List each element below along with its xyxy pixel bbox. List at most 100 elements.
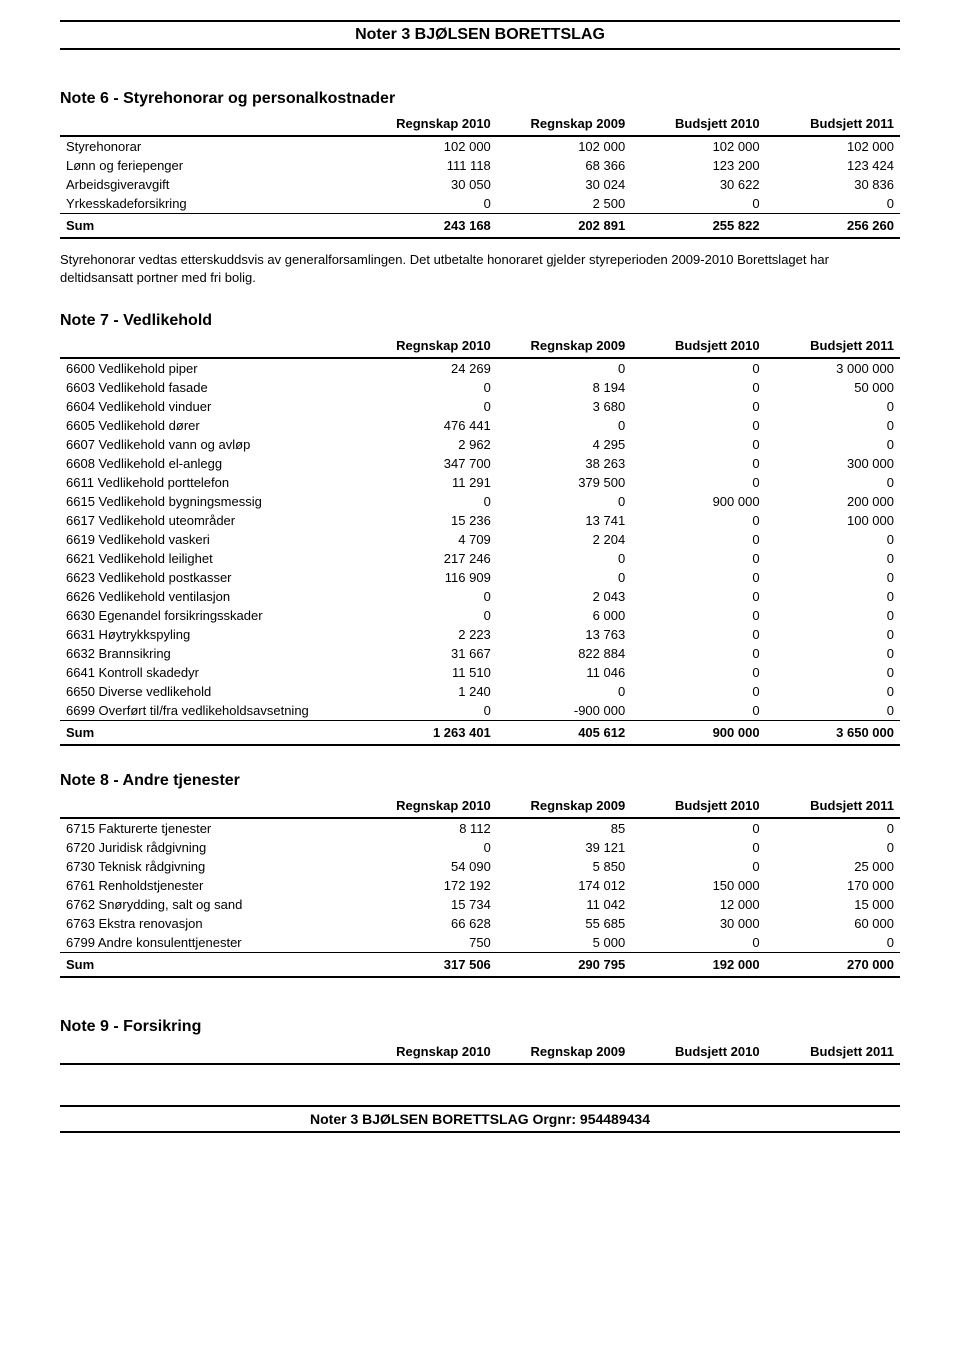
cell-value: 0	[631, 549, 765, 568]
table-row: 6650 Diverse vedlikehold1 240000	[60, 682, 900, 701]
cell-value: 0	[766, 194, 900, 214]
row-label: 6761 Renholdstjenester	[60, 876, 362, 895]
row-label: Arbeidsgiveravgift	[60, 175, 362, 194]
cell-value: 11 042	[497, 895, 631, 914]
cell-value: 0	[631, 644, 765, 663]
cell-value: 0	[631, 587, 765, 606]
cell-value: 900 000	[631, 492, 765, 511]
row-label: 6605 Vedlikehold dører	[60, 416, 362, 435]
col-header: Regnskap 2009	[497, 334, 631, 358]
cell-value: 0	[631, 818, 765, 838]
row-label: 6631 Høytrykkspyling	[60, 625, 362, 644]
cell-value: 111 118	[362, 156, 496, 175]
cell-value: 0	[766, 625, 900, 644]
cell-value: 15 734	[362, 895, 496, 914]
cell-value: 217 246	[362, 549, 496, 568]
col-header: Budsjett 2011	[766, 334, 900, 358]
cell-value: 4 709	[362, 530, 496, 549]
cell-value: 8 194	[497, 378, 631, 397]
cell-value: 0	[362, 194, 496, 214]
col-header: Regnskap 2010	[362, 112, 496, 136]
col-header: Regnskap 2010	[362, 794, 496, 818]
cell-value: 3 680	[497, 397, 631, 416]
cell-value: 66 628	[362, 914, 496, 933]
cell-value: 24 269	[362, 358, 496, 378]
row-label: 6630 Egenandel forsikringsskader	[60, 606, 362, 625]
row-label: 6641 Kontroll skadedyr	[60, 663, 362, 682]
cell-value: 68 366	[497, 156, 631, 175]
row-label: 6626 Vedlikehold ventilasjon	[60, 587, 362, 606]
col-blank	[60, 1040, 362, 1064]
cell-value: 2 962	[362, 435, 496, 454]
table-row: 6621 Vedlikehold leilighet217 246000	[60, 549, 900, 568]
row-label: Lønn og feriepenger	[60, 156, 362, 175]
col-blank	[60, 112, 362, 136]
cell-value: 0	[631, 838, 765, 857]
sum-value: 290 795	[497, 953, 631, 978]
sum-label: Sum	[60, 953, 362, 978]
cell-value: 0	[766, 838, 900, 857]
note8-table: Regnskap 2010 Regnskap 2009 Budsjett 201…	[60, 794, 900, 978]
col-header: Budsjett 2011	[766, 1040, 900, 1064]
sum-value: 255 822	[631, 214, 765, 239]
col-header: Budsjett 2010	[631, 1040, 765, 1064]
cell-value: 0	[766, 587, 900, 606]
table-header-row: Regnskap 2010 Regnskap 2009 Budsjett 201…	[60, 1040, 900, 1064]
cell-value: 123 200	[631, 156, 765, 175]
cell-value: 750	[362, 933, 496, 953]
page-header: Noter 3 BJØLSEN BORETTSLAG	[60, 20, 900, 50]
col-header: Budsjett 2010	[631, 112, 765, 136]
row-label: 6623 Vedlikehold postkasser	[60, 568, 362, 587]
cell-value: 0	[766, 568, 900, 587]
cell-value: 0	[766, 701, 900, 721]
cell-value: 15 000	[766, 895, 900, 914]
note7-table: Regnskap 2010 Regnskap 2009 Budsjett 201…	[60, 334, 900, 746]
cell-value: 30 050	[362, 175, 496, 194]
col-blank	[60, 794, 362, 818]
cell-value: 55 685	[497, 914, 631, 933]
cell-value: 13 741	[497, 511, 631, 530]
cell-value: 54 090	[362, 857, 496, 876]
cell-value: 0	[631, 530, 765, 549]
page-footer: Noter 3 BJØLSEN BORETTSLAG Orgnr: 954489…	[60, 1105, 900, 1133]
cell-value: 174 012	[497, 876, 631, 895]
cell-value: 102 000	[631, 136, 765, 156]
sum-label: Sum	[60, 721, 362, 746]
cell-value: 12 000	[631, 895, 765, 914]
row-label: 6621 Vedlikehold leilighet	[60, 549, 362, 568]
table-row: 6799 Andre konsulenttjenester7505 00000	[60, 933, 900, 953]
cell-value: 0	[362, 606, 496, 625]
cell-value: 0	[631, 933, 765, 953]
cell-value: 102 000	[766, 136, 900, 156]
cell-value: 85	[497, 818, 631, 838]
cell-value: 379 500	[497, 473, 631, 492]
table-row: 6619 Vedlikehold vaskeri4 7092 20400	[60, 530, 900, 549]
cell-value: 0	[362, 701, 496, 721]
cell-value: 30 622	[631, 175, 765, 194]
cell-value: 30 024	[497, 175, 631, 194]
table-row: 6607 Vedlikehold vann og avløp2 9624 295…	[60, 435, 900, 454]
note6-paragraph: Styrehonorar vedtas etterskuddsvis av ge…	[60, 251, 900, 286]
cell-value: -900 000	[497, 701, 631, 721]
table-row: 6600 Vedlikehold piper24 269003 000 000	[60, 358, 900, 378]
cell-value: 0	[631, 358, 765, 378]
sum-value: 270 000	[766, 953, 900, 978]
cell-value: 39 121	[497, 838, 631, 857]
table-row: 6611 Vedlikehold porttelefon11 291379 50…	[60, 473, 900, 492]
table-row: 6632 Brannsikring31 667822 88400	[60, 644, 900, 663]
cell-value: 2 204	[497, 530, 631, 549]
col-blank	[60, 334, 362, 358]
page-container: Noter 3 BJØLSEN BORETTSLAG Note 6 - Styr…	[0, 0, 960, 1173]
cell-value: 2 223	[362, 625, 496, 644]
row-label: 6650 Diverse vedlikehold	[60, 682, 362, 701]
cell-value: 0	[362, 492, 496, 511]
cell-value: 0	[631, 857, 765, 876]
table-row: 6605 Vedlikehold dører476 441000	[60, 416, 900, 435]
row-label: 6619 Vedlikehold vaskeri	[60, 530, 362, 549]
cell-value: 0	[766, 663, 900, 682]
cell-value: 30 836	[766, 175, 900, 194]
cell-value: 60 000	[766, 914, 900, 933]
table-row: 6631 Høytrykkspyling2 22313 76300	[60, 625, 900, 644]
cell-value: 116 909	[362, 568, 496, 587]
note8-title: Note 8 - Andre tjenester	[60, 772, 900, 790]
